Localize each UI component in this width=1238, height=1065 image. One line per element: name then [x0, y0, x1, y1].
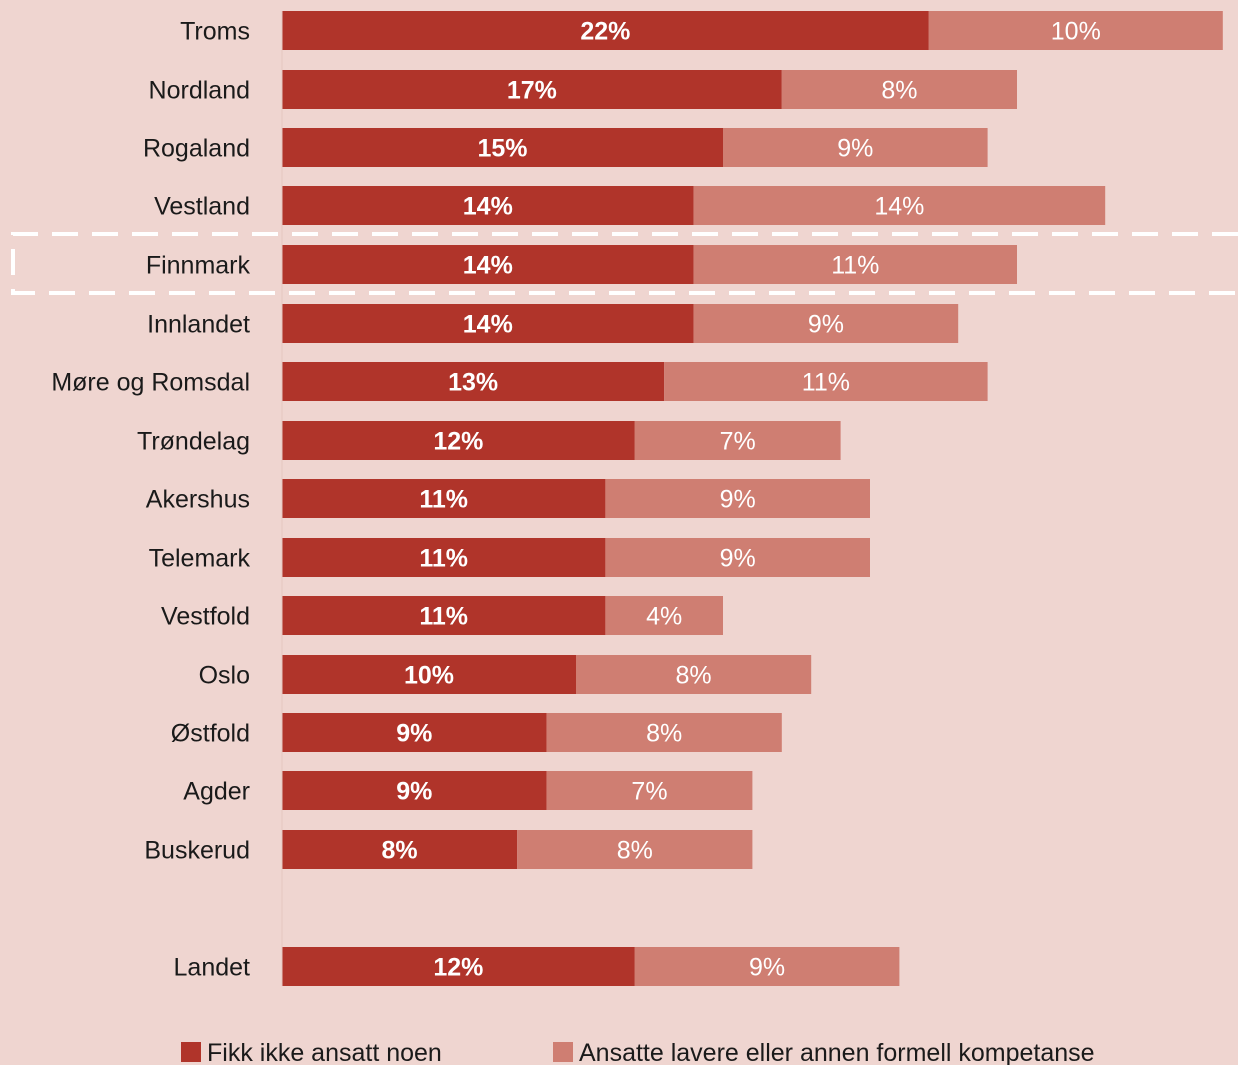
value-label-troms-fikk-ikke: 22%: [580, 18, 630, 46]
bar-landet-lavere-kompetanse: [634, 947, 900, 986]
value-label-agder-lavere-kompetanse: 7%: [631, 778, 667, 806]
legend-label-fikk-ikke: Fikk ikke ansatt noen: [207, 1039, 442, 1065]
value-label-landet-lavere-kompetanse: 9%: [749, 954, 785, 982]
legend-swatch-fikk-ikke: [181, 1042, 201, 1062]
value-label-oslo-fikk-ikke: 10%: [404, 662, 454, 690]
bar-trøndelag-lavere-kompetanse: [634, 421, 841, 460]
bar-vestland-lavere-kompetanse: [693, 186, 1106, 225]
category-label-innlandet: Innlandet: [147, 311, 250, 339]
category-label-agder: Agder: [183, 778, 250, 806]
bar-agder-fikk-ikke: [282, 771, 547, 810]
category-label-vestland: Vestland: [154, 193, 250, 221]
value-label-telemark-fikk-ikke: 11%: [419, 545, 468, 573]
category-label-buskerud: Buskerud: [144, 837, 250, 865]
bars-group: 22% 10% 17% 8% 15% 9% 14% 14% 14% 11% 14% 9% 13% 11% 1…: [281, 11, 1223, 986]
bar-troms-lavere-kompetanse: [928, 11, 1223, 50]
bar-innlandet-fikk-ikke: [282, 304, 694, 343]
value-label-troms-lavere-kompetanse: 10%: [1051, 18, 1101, 46]
category-label-vestfold: Vestfold: [161, 603, 250, 631]
value-label-innlandet-lavere-kompetanse: 9%: [808, 311, 844, 339]
bar-agder-lavere-kompetanse: [546, 771, 753, 810]
highlight-dashed-box: [11, 232, 1238, 295]
value-label-buskerud-lavere-kompetanse: 8%: [617, 837, 653, 865]
value-label-akershus-fikk-ikke: 11%: [419, 486, 468, 514]
value-label-østfold-lavere-kompetanse: 8%: [646, 720, 682, 748]
bar-nordland-lavere-kompetanse: [781, 70, 1017, 109]
value-label-agder-fikk-ikke: 9%: [396, 778, 432, 806]
bar-buskerud-lavere-kompetanse: [517, 830, 753, 869]
value-label-nordland-fikk-ikke: 17%: [507, 77, 557, 105]
value-label-innlandet-fikk-ikke: 14%: [463, 311, 513, 339]
value-label-vestland-fikk-ikke: 14%: [463, 193, 513, 221]
value-label-vestland-lavere-kompetanse: 14%: [874, 193, 924, 221]
value-label-landet-fikk-ikke: 12%: [433, 954, 483, 982]
value-label-møre-og-romsdal-lavere-kompetanse: 11%: [802, 369, 850, 397]
bar-finnmark-lavere-kompetanse: [693, 245, 1017, 284]
value-label-oslo-lavere-kompetanse: 8%: [676, 662, 712, 690]
category-label-rogaland: Rogaland: [143, 135, 250, 163]
value-label-finnmark-fikk-ikke: 14%: [463, 252, 513, 280]
value-label-vestfold-lavere-kompetanse: 4%: [646, 603, 682, 631]
category-label-troms: Troms: [180, 18, 250, 46]
category-label-østfold: Østfold: [171, 720, 250, 748]
bar-møre-og-romsdal-fikk-ikke: [282, 362, 665, 401]
bar-akershus-fikk-ikke: [282, 479, 606, 518]
value-label-trøndelag-lavere-kompetanse: 7%: [720, 428, 756, 456]
category-label-nordland: Nordland: [149, 77, 250, 105]
bar-nordland-fikk-ikke: [282, 70, 782, 109]
bar-buskerud-fikk-ikke: [282, 830, 518, 869]
category-label-oslo: Oslo: [199, 662, 250, 690]
value-label-finnmark-lavere-kompetanse: 11%: [831, 252, 879, 280]
bar-rogaland-lavere-kompetanse: [723, 128, 988, 167]
bar-oslo-fikk-ikke: [282, 655, 576, 694]
value-label-vestfold-fikk-ikke: 11%: [419, 603, 468, 631]
value-label-trøndelag-fikk-ikke: 12%: [433, 428, 483, 456]
value-label-telemark-lavere-kompetanse: 9%: [720, 545, 756, 573]
highlight-group: [11, 232, 1238, 295]
category-label-finnmark: Finnmark: [146, 252, 251, 280]
legend-label-lavere-kompetanse: Ansatte lavere eller annen formell kompe…: [579, 1039, 1095, 1065]
value-label-nordland-lavere-kompetanse: 8%: [881, 77, 917, 105]
bar-landet-fikk-ikke: [282, 947, 635, 986]
category-labels-group: Troms Nordland Rogaland Vestland Finnmark Inn…: [51, 18, 250, 982]
category-label-akershus: Akershus: [146, 486, 250, 514]
category-label-landet: Landet: [174, 954, 251, 982]
bar-østfold-lavere-kompetanse: [546, 713, 782, 752]
bar-rogaland-fikk-ikke: [282, 128, 723, 167]
bar-troms-fikk-ikke: [282, 11, 929, 50]
bar-akershus-lavere-kompetanse: [605, 479, 870, 518]
value-label-østfold-fikk-ikke: 9%: [396, 720, 432, 748]
bar-telemark-fikk-ikke: [282, 538, 606, 577]
bar-østfold-fikk-ikke: [282, 713, 547, 752]
bar-vestland-fikk-ikke: [282, 186, 694, 225]
value-label-rogaland-lavere-kompetanse: 9%: [837, 135, 873, 163]
category-label-trøndelag: Trøndelag: [137, 428, 250, 456]
bar-vestfold-fikk-ikke: [282, 596, 606, 635]
value-label-rogaland-fikk-ikke: 15%: [477, 135, 527, 163]
value-label-møre-og-romsdal-fikk-ikke: 13%: [448, 369, 498, 397]
bar-vestfold-lavere-kompetanse: [605, 596, 723, 635]
bar-møre-og-romsdal-lavere-kompetanse: [664, 362, 988, 401]
value-label-akershus-lavere-kompetanse: 9%: [720, 486, 756, 514]
bar-finnmark-fikk-ikke: [282, 245, 694, 284]
bar-trøndelag-fikk-ikke: [282, 421, 635, 460]
category-label-møre-og-romsdal: Møre og Romsdal: [51, 369, 250, 397]
value-label-buskerud-fikk-ikke: 8%: [382, 837, 418, 865]
category-label-telemark: Telemark: [149, 545, 251, 573]
bar-telemark-lavere-kompetanse: [605, 538, 870, 577]
bar-innlandet-lavere-kompetanse: [693, 304, 959, 343]
legend-swatch-lavere-kompetanse: [553, 1042, 573, 1062]
bar-oslo-lavere-kompetanse: [576, 655, 812, 694]
legend: Fikk ikke ansatt noen Ansatte lavere elle…: [181, 1039, 1095, 1065]
